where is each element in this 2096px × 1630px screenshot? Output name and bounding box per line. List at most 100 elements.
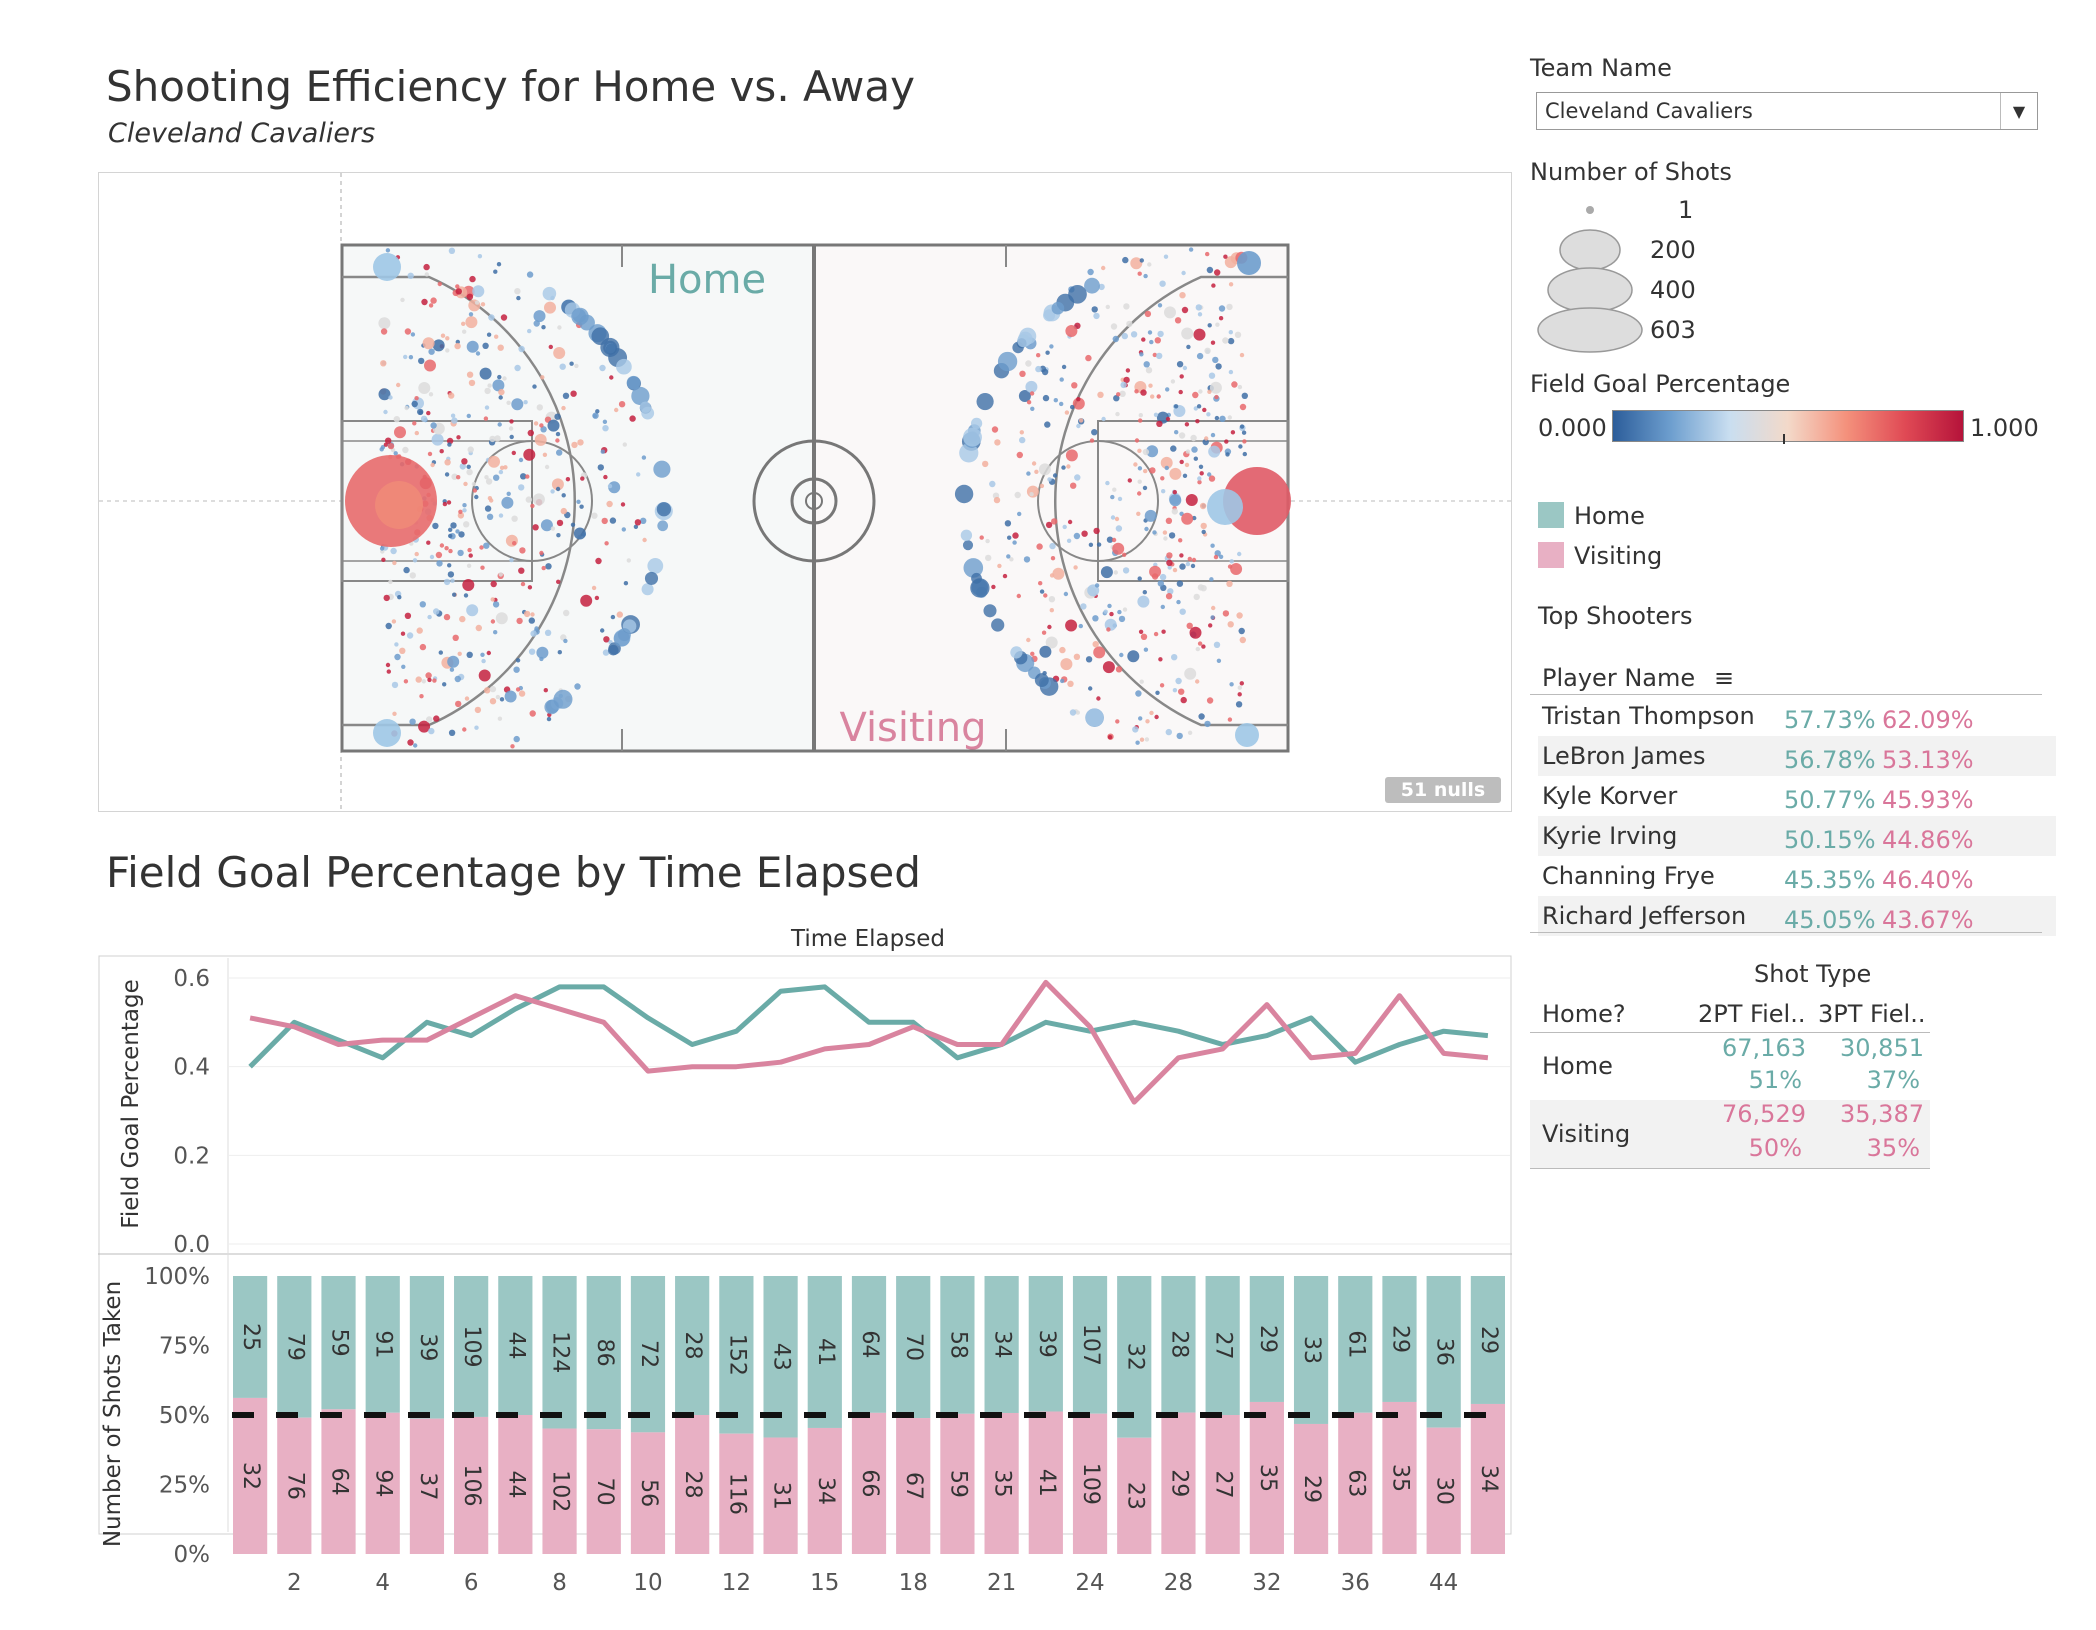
shot-dot: [498, 572, 503, 577]
shot-dot: [433, 608, 440, 615]
size-legend-title: Number of Shots: [1530, 158, 1732, 186]
shot-dot: [545, 563, 552, 570]
shot-dot: [1188, 247, 1194, 252]
shot-dot: [563, 638, 568, 644]
shot-dot: [1165, 728, 1173, 736]
shot-dot: [484, 387, 491, 395]
shot-dot: [1105, 304, 1110, 310]
time-chart-title: Field Goal Percentage by Time Elapsed: [106, 848, 921, 897]
shot-dot: [557, 650, 562, 655]
shot-type-home-label: Home: [1542, 1052, 1613, 1080]
shot-dot: [629, 415, 636, 422]
shot-dot: [1209, 381, 1222, 394]
shot-dot: [1084, 277, 1100, 294]
shot-dot: [394, 426, 406, 439]
chevron-down-icon[interactable]: ▼: [2000, 93, 2037, 129]
shot-dot: [1178, 389, 1183, 395]
shot-dot: [1179, 374, 1184, 379]
shot-dot: [1165, 387, 1170, 392]
shot-dot: [450, 578, 455, 583]
shot-dot: [496, 262, 502, 267]
shot-dot: [1214, 415, 1220, 421]
shooters-bottom-divider: [1530, 932, 2042, 933]
shot-dot: [1180, 696, 1187, 704]
shot-dot: [1218, 554, 1224, 559]
shot-dot: [1227, 621, 1234, 628]
shot-dot: [444, 472, 450, 477]
bar-visiting-label: 102: [548, 1470, 573, 1512]
shot-dot: [407, 739, 414, 746]
shot-dot: [443, 613, 451, 621]
time-elapsed-chart[interactable]: Time Elapsed 0.0 0.2 0.4 0.6 Field Goal Perce…: [98, 914, 1518, 1604]
shot-dot: [1140, 633, 1148, 640]
bar-visiting-label: 59: [945, 1470, 970, 1498]
shot-dot: [385, 437, 392, 444]
shot-dot: [393, 416, 400, 423]
line-y-tick: 0.2: [173, 1143, 210, 1169]
shot-dot: [478, 669, 491, 682]
shot-dot: [1186, 622, 1193, 629]
bar-home: [675, 1276, 710, 1415]
shooter-home-pct: 50.15%: [1784, 826, 1876, 854]
player-name-header[interactable]: Player Name: [1542, 664, 1696, 692]
shot-dot: [466, 604, 479, 617]
shot-dot: [1229, 559, 1234, 564]
shot-dot: [610, 614, 616, 620]
shot-dot: [595, 409, 600, 414]
shot-dot: [514, 288, 521, 295]
bar-home: [1161, 1276, 1196, 1413]
shot-dot: [1034, 673, 1049, 688]
shot-dot: [493, 269, 498, 274]
shot-dot: [1142, 590, 1148, 595]
shot-dot: [602, 425, 609, 432]
nulls-badge[interactable]: 51 nulls: [1401, 779, 1485, 801]
x-tick: 21: [987, 1570, 1016, 1596]
shot-dot: [1019, 370, 1026, 377]
shot-dot: [536, 646, 549, 659]
shot-dot: [1242, 451, 1248, 457]
shot-dot: [1067, 680, 1074, 687]
shot-dot: [490, 597, 495, 602]
shooter-row[interactable]: LeBron James 56.78% 53.13%: [1538, 736, 2056, 776]
line-y-tick: 0.6: [173, 966, 210, 992]
shot-dot: [1237, 692, 1242, 697]
shot-dot: [466, 371, 474, 378]
shot-dot: [1224, 439, 1229, 444]
nulls-badge-bg[interactable]: [1385, 777, 1501, 803]
shot-dot: [527, 585, 533, 590]
shot-dot: [1153, 412, 1159, 417]
shot-dot: [626, 375, 641, 390]
shot-dot: [435, 551, 443, 559]
shot-dot: [1213, 554, 1219, 560]
shot-dot: [424, 272, 429, 277]
shot-dot: [544, 629, 552, 636]
shooter-row[interactable]: Kyle Korver 50.77% 45.93%: [1538, 776, 2056, 816]
shot-dot: [1100, 566, 1113, 579]
shot-dot: [1182, 473, 1188, 478]
shooter-row[interactable]: Channing Frye 45.35% 46.40%: [1538, 856, 2056, 896]
bar-home: [233, 1276, 268, 1398]
shot-dot: [1159, 573, 1167, 581]
shooter-row[interactable]: Tristan Thompson 57.73% 62.09%: [1538, 696, 2056, 736]
shot-dot: [1210, 543, 1215, 548]
shot-dot: [469, 275, 476, 283]
size-legend-1: 1: [1678, 196, 1693, 224]
shot-dot: [962, 540, 974, 551]
bar-home-label: 28: [1166, 1330, 1191, 1358]
shooter-row[interactable]: Richard Jefferson 45.05% 43.67%: [1538, 896, 2056, 936]
visiting-legend-label[interactable]: Visiting: [1574, 542, 1663, 570]
bar-visiting-label: 27: [1211, 1471, 1236, 1499]
shot-map[interactable]: Home Visiting 51 nulls: [99, 173, 1511, 811]
team-dropdown[interactable]: Cleveland Cavaliers ▼: [1536, 92, 2038, 130]
shot-dot: [506, 491, 511, 496]
home-legend-label[interactable]: Home: [1574, 502, 1645, 530]
bar-home: [1205, 1276, 1240, 1415]
shooter-row[interactable]: Kyrie Irving 50.15% 44.86%: [1538, 816, 2056, 856]
shot-dot: [1166, 552, 1173, 559]
sort-icon[interactable]: ≡: [1714, 664, 1735, 692]
shot-dot: [438, 650, 443, 655]
shot-dot: [1230, 563, 1243, 575]
shot-dot: [1065, 619, 1078, 632]
home-2pt-count: 67,163: [1722, 1034, 1806, 1062]
shot-dot: [1138, 418, 1143, 423]
